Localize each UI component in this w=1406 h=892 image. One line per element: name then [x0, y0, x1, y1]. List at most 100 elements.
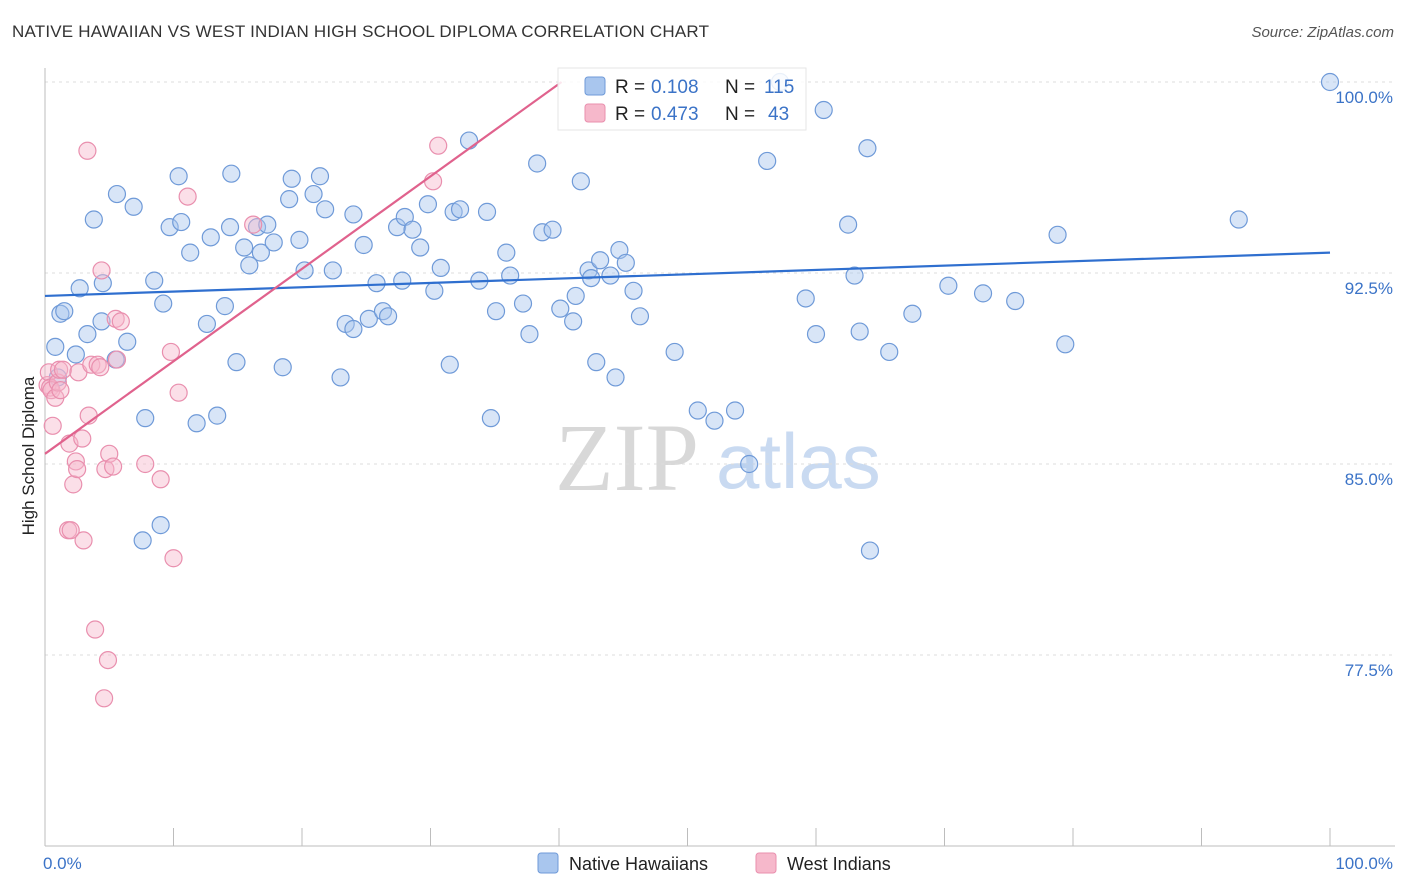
- native-hawaiian-point-56: [393, 271, 412, 290]
- native-hawaiian-point-28: [220, 218, 240, 237]
- west-indian-point-29: [104, 457, 123, 476]
- native-hawaiian-point-96: [740, 454, 759, 474]
- native-hawaiian-point-85: [591, 251, 610, 270]
- west-indian-point-42: [91, 358, 110, 377]
- native-hawaiian-point-46: [331, 368, 350, 387]
- legend-swatch-pink: [584, 103, 606, 123]
- native-hawaiian-point-62: [431, 258, 450, 278]
- west-indian-point-24: [92, 261, 111, 280]
- west-indian-point-41: [429, 136, 448, 155]
- native-hawaiian-point-60: [418, 195, 438, 214]
- west-indian-point-17: [73, 429, 92, 448]
- west-indian-point-12: [61, 521, 80, 540]
- native-hawaiian-point-109: [939, 276, 958, 295]
- watermark-zip: ZIP: [555, 404, 699, 511]
- west-indian-point-35: [161, 342, 181, 362]
- watermark-atlas: atlas: [716, 417, 881, 505]
- west-indian-point-34: [151, 470, 170, 489]
- west-indian-point-37: [169, 383, 188, 402]
- native-hawaiian-point-3: [55, 302, 74, 321]
- native-hawaiian-point-25: [201, 228, 220, 247]
- native-hawaiians-points: [46, 72, 1340, 560]
- native-hawaiians-trend-line: [44, 251, 1331, 298]
- native-hawaiian-point-90: [624, 281, 643, 300]
- native-hawaiian-point-103: [845, 266, 864, 285]
- native-hawaiian-point-113: [1056, 335, 1075, 354]
- native-hawaiian-point-24: [197, 314, 217, 334]
- west-indian-point-26: [98, 650, 118, 670]
- native-hawaiian-point-84: [587, 353, 606, 372]
- west-indians-points: [38, 136, 448, 708]
- native-hawaiian-point-39: [282, 169, 301, 188]
- native-hawaiian-point-59: [411, 238, 430, 257]
- y-axis-label: High School Diploma: [19, 376, 38, 535]
- series-legend-west-indians: West Indians: [787, 854, 891, 874]
- native-hawaiian-point-36: [264, 233, 283, 252]
- y-tick-label-2: 92.5%: [1345, 279, 1393, 298]
- native-hawaiian-point-70: [486, 302, 506, 321]
- legend-blue-r-label: R =: [615, 77, 645, 98]
- native-hawaiian-point-91: [630, 307, 650, 326]
- native-hawaiian-point-93: [688, 401, 707, 420]
- native-hawaiian-point-15: [136, 409, 155, 428]
- native-hawaiian-point-114: [1229, 210, 1248, 229]
- native-hawaiian-point-104: [850, 322, 869, 341]
- chart-source: Source: ZipAtlas.com: [1251, 24, 1394, 41]
- native-hawaiian-point-52: [367, 274, 386, 293]
- native-hawaiian-point-23: [187, 414, 206, 433]
- native-hawaiian-point-95: [725, 401, 745, 420]
- west-indian-point-18: [74, 531, 93, 550]
- west-indian-point-38: [178, 187, 197, 206]
- native-hawaiian-point-41: [295, 261, 314, 280]
- native-hawaiian-point-79: [564, 312, 583, 331]
- native-hawaiian-point-100: [806, 325, 826, 344]
- native-hawaiian-point-26: [208, 406, 227, 425]
- x-tick-label-0: 0.0%: [43, 854, 82, 873]
- west-indian-point-7: [50, 360, 69, 379]
- native-hawaiian-point-38: [280, 190, 299, 209]
- native-hawaiian-point-34: [251, 243, 270, 262]
- native-hawaiian-point-29: [222, 164, 241, 183]
- native-hawaiian-point-20: [169, 167, 188, 186]
- native-hawaiian-point-7: [84, 210, 103, 229]
- native-hawaiian-point-21: [172, 212, 191, 232]
- native-hawaiian-point-8: [92, 312, 111, 331]
- native-hawaiian-point-32: [240, 256, 259, 275]
- native-hawaiian-point-69: [481, 409, 500, 428]
- chart-title: NATIVE HAWAIIAN VS WEST INDIAN HIGH SCHO…: [12, 22, 710, 41]
- west-indian-point-31: [107, 350, 127, 369]
- west-indian-point-13: [64, 475, 83, 494]
- native-hawaiian-point-14: [133, 531, 152, 550]
- native-hawaiian-point-19: [160, 218, 179, 237]
- native-hawaiian-point-80: [566, 286, 585, 306]
- tick-labels: 77.5% 85.0% 92.5% 100.0% 0.0% 100.0%: [43, 88, 1393, 873]
- native-hawaiian-point-71: [497, 243, 516, 262]
- native-hawaiian-point-5: [70, 279, 89, 298]
- legend-pink-r-value: 0.473: [651, 104, 699, 125]
- native-hawaiian-point-50: [354, 235, 373, 255]
- x-tick-label-1: 100.0%: [1335, 854, 1393, 873]
- native-hawaiian-point-86: [601, 266, 620, 285]
- legend-pink-r-label: R =: [615, 104, 645, 125]
- legend-pink-n-label: N =: [725, 104, 755, 125]
- native-hawaiian-point-61: [425, 281, 444, 300]
- native-hawaiian-point-11: [107, 184, 127, 204]
- native-hawaiian-point-107: [880, 342, 899, 362]
- west-indian-point-32: [111, 312, 130, 331]
- native-hawaiian-point-74: [520, 325, 539, 344]
- native-hawaiian-point-42: [304, 184, 323, 204]
- west-indian-point-14: [66, 452, 85, 471]
- native-hawaiian-point-45: [323, 261, 342, 280]
- west-indian-point-33: [136, 454, 155, 474]
- west-indian-point-8: [51, 381, 70, 400]
- legend-pink-n-value: 43: [768, 104, 789, 125]
- west-indian-point-9: [53, 360, 73, 379]
- axes: [44, 68, 1395, 847]
- native-hawaiian-point-12: [118, 332, 137, 351]
- native-hawaiian-point-99: [796, 289, 815, 308]
- native-hawaiian-point-78: [551, 299, 570, 318]
- native-hawaiian-point-66: [459, 131, 479, 150]
- native-hawaiian-point-55: [387, 218, 407, 237]
- native-hawaiian-point-92: [665, 342, 684, 362]
